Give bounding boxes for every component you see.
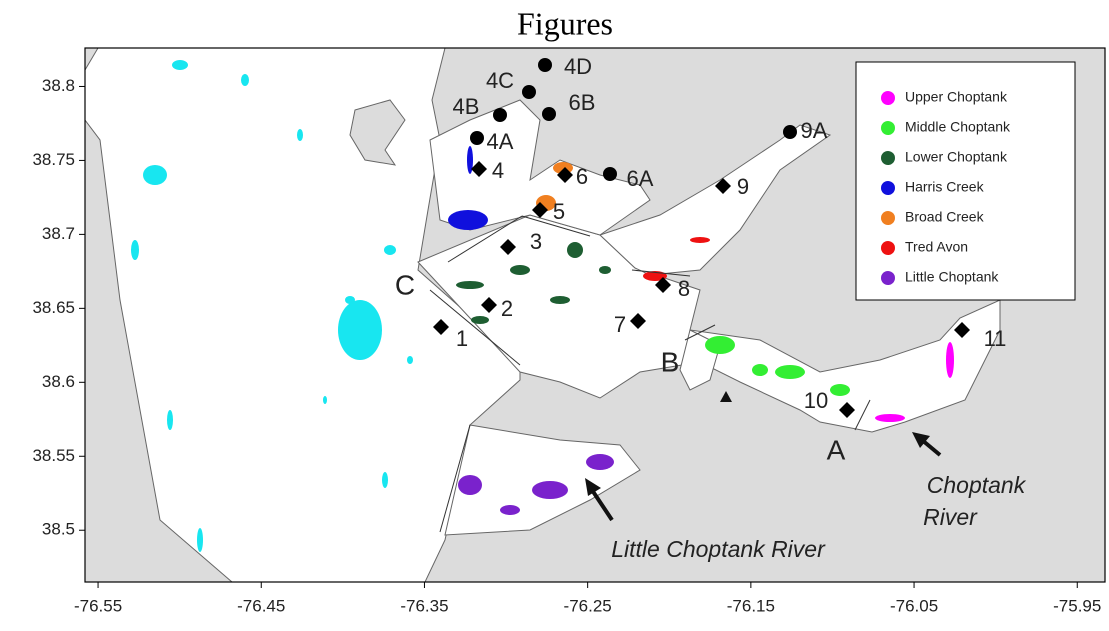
x-tick-label: -76.25: [564, 596, 612, 615]
x-tick-label: -76.55: [74, 596, 122, 615]
y-tick-label: 38.8: [42, 76, 75, 95]
station-label: 6B: [569, 90, 596, 115]
legend-label: Harris Creek: [905, 179, 985, 195]
legend-label: Tred Avon: [905, 239, 968, 255]
legend-label: Little Choptank: [905, 269, 999, 285]
y-tick-label: 38.75: [32, 150, 75, 169]
legend-label: Upper Choptank: [905, 89, 1008, 105]
legend-marker: [881, 211, 895, 225]
y-tick-label: 38.55: [32, 446, 75, 465]
station-marker: [493, 108, 507, 122]
x-tick-label: -76.45: [237, 596, 285, 615]
legend-marker: [881, 271, 895, 285]
legend-marker: [881, 181, 895, 195]
station-label: 8: [678, 276, 690, 301]
station-label: 5: [553, 199, 565, 224]
station-label: 9: [737, 174, 749, 199]
y-tick-label: 38.7: [42, 224, 75, 243]
legend-marker: [881, 121, 895, 135]
station-label: 11: [984, 326, 1007, 351]
station-marker: [542, 107, 556, 121]
region-label: C: [395, 269, 415, 300]
x-tick-label: -76.05: [890, 596, 938, 615]
y-tick-label: 38.65: [32, 298, 75, 317]
station-label: 4B: [453, 94, 480, 119]
legend-marker: [881, 91, 895, 105]
legend-label: Middle Choptank: [905, 119, 1011, 135]
station-label: 4: [492, 158, 504, 183]
y-tick-label: 38.6: [42, 372, 75, 391]
x-tick-label: -75.95: [1053, 596, 1101, 615]
station-label: 4C: [486, 68, 514, 93]
station-label: 4D: [564, 54, 592, 79]
river-label: Choptank: [927, 472, 1027, 498]
region-label: B: [661, 346, 680, 377]
river-label: Little Choptank River: [611, 536, 826, 562]
station-marker: [783, 125, 797, 139]
station-marker: [470, 131, 484, 145]
station-label: 6: [576, 164, 588, 189]
legend-label: Broad Creek: [905, 209, 985, 225]
station-label: 7: [614, 312, 626, 337]
y-tick-label: 38.5: [42, 520, 75, 539]
x-tick-label: -76.35: [400, 596, 448, 615]
station-marker: [538, 58, 552, 72]
legend-label: Lower Choptank: [905, 149, 1008, 165]
station-label: 6A: [627, 166, 654, 191]
station-marker: [603, 167, 617, 181]
station-marker: [522, 85, 536, 99]
x-tick-label: -76.15: [727, 596, 775, 615]
station-label: 2: [501, 296, 513, 321]
station-label: 9A: [801, 118, 828, 143]
region-label: A: [827, 434, 846, 465]
station-label: 4A: [487, 129, 514, 154]
river-label: River: [923, 504, 978, 530]
legend-marker: [881, 151, 895, 165]
map-figure: Figures: [0, 0, 1109, 626]
station-label: 3: [530, 229, 542, 254]
station-label: 10: [804, 388, 828, 413]
legend-marker: [881, 241, 895, 255]
figure-title: Figures: [517, 5, 613, 41]
station-label: 1: [456, 326, 468, 351]
